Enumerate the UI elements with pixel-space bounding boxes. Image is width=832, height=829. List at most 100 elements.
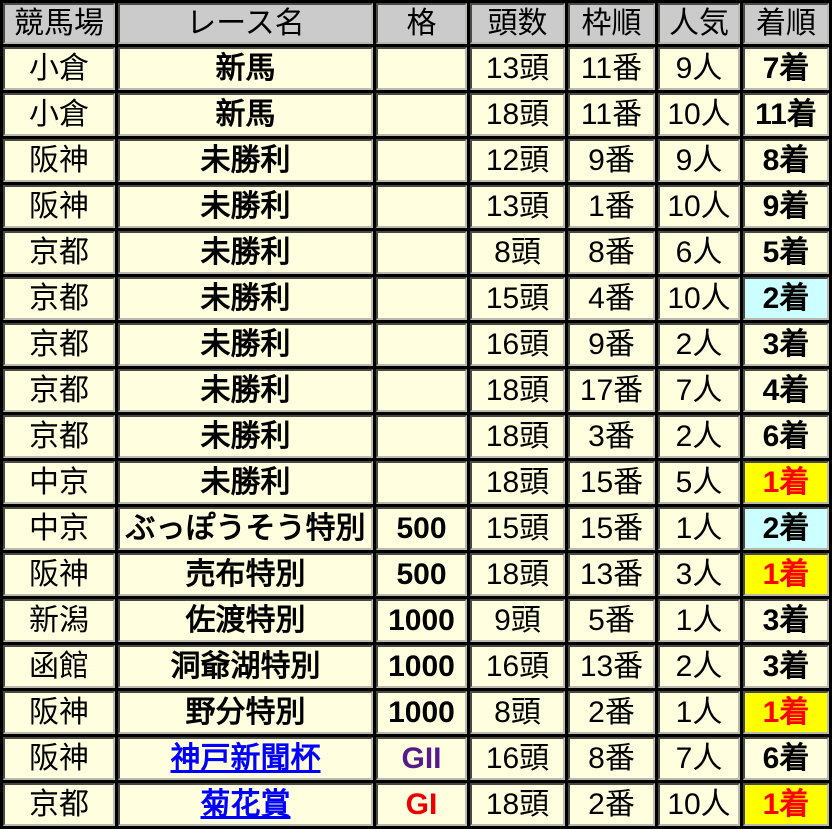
table-row: 阪神 売布特別 500 18頭 13番 3人 1着 xyxy=(3,553,829,596)
cell-course: 阪神 xyxy=(3,553,115,596)
cell-course: 京都 xyxy=(3,369,115,412)
header-gate: 枠順 xyxy=(568,3,655,44)
cell-pop: 1人 xyxy=(658,507,740,550)
cell-heads: 9頭 xyxy=(470,599,565,642)
cell-grade xyxy=(376,277,467,320)
cell-grade xyxy=(376,415,467,458)
header-course: 競馬場 xyxy=(3,3,115,44)
table-row: 阪神 神戸新聞杯 GII 16頭 8番 7人 6着 xyxy=(3,737,829,780)
cell-course: 阪神 xyxy=(3,185,115,228)
cell-course: 京都 xyxy=(3,277,115,320)
cell-course: 阪神 xyxy=(3,737,115,780)
cell-heads: 18頭 xyxy=(470,783,565,826)
table-row: 京都 未勝利 15頭 4番 10人 2着 xyxy=(3,277,829,320)
table-row: 函館 洞爺湖特別 1000 16頭 13番 2人 3着 xyxy=(3,645,829,688)
cell-grade xyxy=(376,323,467,366)
cell-finish: 6着 xyxy=(743,737,829,780)
table-row: 中京 ぶっぽうそう特別 500 15頭 15番 1人 2着 xyxy=(3,507,829,550)
cell-grade xyxy=(376,369,467,412)
cell-pop: 7人 xyxy=(658,369,740,412)
cell-finish-win: 1着 xyxy=(743,691,829,734)
cell-heads: 18頭 xyxy=(470,553,565,596)
cell-finish-second: 2着 xyxy=(743,277,829,320)
cell-finish: 3着 xyxy=(743,599,829,642)
cell-finish: 6着 xyxy=(743,415,829,458)
cell-grade: 1000 xyxy=(376,645,467,688)
cell-race: 未勝利 xyxy=(118,277,373,320)
cell-gate: 15番 xyxy=(568,461,655,504)
cell-gate: 17番 xyxy=(568,369,655,412)
table-row: 中京 未勝利 18頭 15番 5人 1着 xyxy=(3,461,829,504)
cell-heads: 18頭 xyxy=(470,415,565,458)
cell-race: 神戸新聞杯 xyxy=(118,737,373,780)
table-row: 京都 未勝利 18頭 17番 7人 4着 xyxy=(3,369,829,412)
cell-heads: 8頭 xyxy=(470,231,565,274)
table-row: 京都 未勝利 18頭 3番 2人 6着 xyxy=(3,415,829,458)
cell-pop: 10人 xyxy=(658,93,740,136)
cell-pop: 7人 xyxy=(658,737,740,780)
cell-grade: GII xyxy=(376,737,467,780)
cell-pop: 9人 xyxy=(658,139,740,182)
cell-course: 新潟 xyxy=(3,599,115,642)
cell-heads: 15頭 xyxy=(470,277,565,320)
cell-finish: 9着 xyxy=(743,185,829,228)
cell-pop: 10人 xyxy=(658,783,740,826)
cell-pop: 2人 xyxy=(658,415,740,458)
cell-grade: GI xyxy=(376,783,467,826)
cell-finish: 11着 xyxy=(743,93,829,136)
cell-gate: 11番 xyxy=(568,93,655,136)
cell-heads: 12頭 xyxy=(470,139,565,182)
table-row: 阪神 未勝利 12頭 9番 9人 8着 xyxy=(3,139,829,182)
header-row: 競馬場 レース名格頭数 枠順 人気 着順 xyxy=(3,3,829,44)
header-grade: 格 xyxy=(376,3,467,44)
cell-gate: 9番 xyxy=(568,323,655,366)
cell-race: 未勝利 xyxy=(118,461,373,504)
cell-heads: 18頭 xyxy=(470,369,565,412)
cell-pop: 10人 xyxy=(658,185,740,228)
cell-finish: 5着 xyxy=(743,231,829,274)
cell-gate: 2番 xyxy=(568,691,655,734)
race-link[interactable]: 神戸新聞杯 xyxy=(170,742,321,775)
cell-course: 京都 xyxy=(3,783,115,826)
cell-heads: 16頭 xyxy=(470,645,565,688)
table-row: 小倉 新馬 18頭 11番 10人 11着 xyxy=(3,93,829,136)
cell-grade xyxy=(376,139,467,182)
cell-pop: 9人 xyxy=(658,47,740,90)
table-row: 新潟 佐渡特別 1000 9頭 5番 1人 3着 xyxy=(3,599,829,642)
cell-course: 京都 xyxy=(3,323,115,366)
cell-race: 未勝利 xyxy=(118,231,373,274)
cell-course: 小倉 xyxy=(3,47,115,90)
table-row: 阪神 野分特別 1000 8頭 2番 1人 1着 xyxy=(3,691,829,734)
cell-heads: 13頭 xyxy=(470,185,565,228)
cell-race: ぶっぽうそう特別 xyxy=(118,507,373,550)
header-pop: 人気 xyxy=(658,3,740,44)
cell-race: 未勝利 xyxy=(118,369,373,412)
cell-pop: 1人 xyxy=(658,599,740,642)
cell-gate: 13番 xyxy=(568,645,655,688)
cell-heads: 18頭 xyxy=(470,93,565,136)
cell-finish: 3着 xyxy=(743,323,829,366)
cell-race: 未勝利 xyxy=(118,323,373,366)
cell-grade: 1000 xyxy=(376,691,467,734)
cell-heads: 15頭 xyxy=(470,507,565,550)
cell-pop: 3人 xyxy=(658,553,740,596)
cell-heads: 8頭 xyxy=(470,691,565,734)
cell-pop: 5人 xyxy=(658,461,740,504)
cell-race: 未勝利 xyxy=(118,415,373,458)
cell-finish-win: 1着 xyxy=(743,553,829,596)
header-race: レース名 xyxy=(118,3,373,44)
race-link[interactable]: 菊花賞 xyxy=(200,788,291,821)
cell-heads: 18頭 xyxy=(470,461,565,504)
table-row: 阪神 未勝利 13頭 1番 10人 9着 xyxy=(3,185,829,228)
cell-course: 小倉 xyxy=(3,93,115,136)
cell-gate: 9番 xyxy=(568,139,655,182)
cell-gate: 2番 xyxy=(568,783,655,826)
cell-gate: 4番 xyxy=(568,277,655,320)
cell-course: 中京 xyxy=(3,461,115,504)
cell-race: 未勝利 xyxy=(118,139,373,182)
table-row: 京都 菊花賞 GI 18頭 2番 10人 1着 xyxy=(3,783,829,826)
table-row: 京都 未勝利 8頭 8番 6人 5着 xyxy=(3,231,829,274)
cell-course: 阪神 xyxy=(3,691,115,734)
cell-finish: 3着 xyxy=(743,645,829,688)
cell-grade: 500 xyxy=(376,507,467,550)
